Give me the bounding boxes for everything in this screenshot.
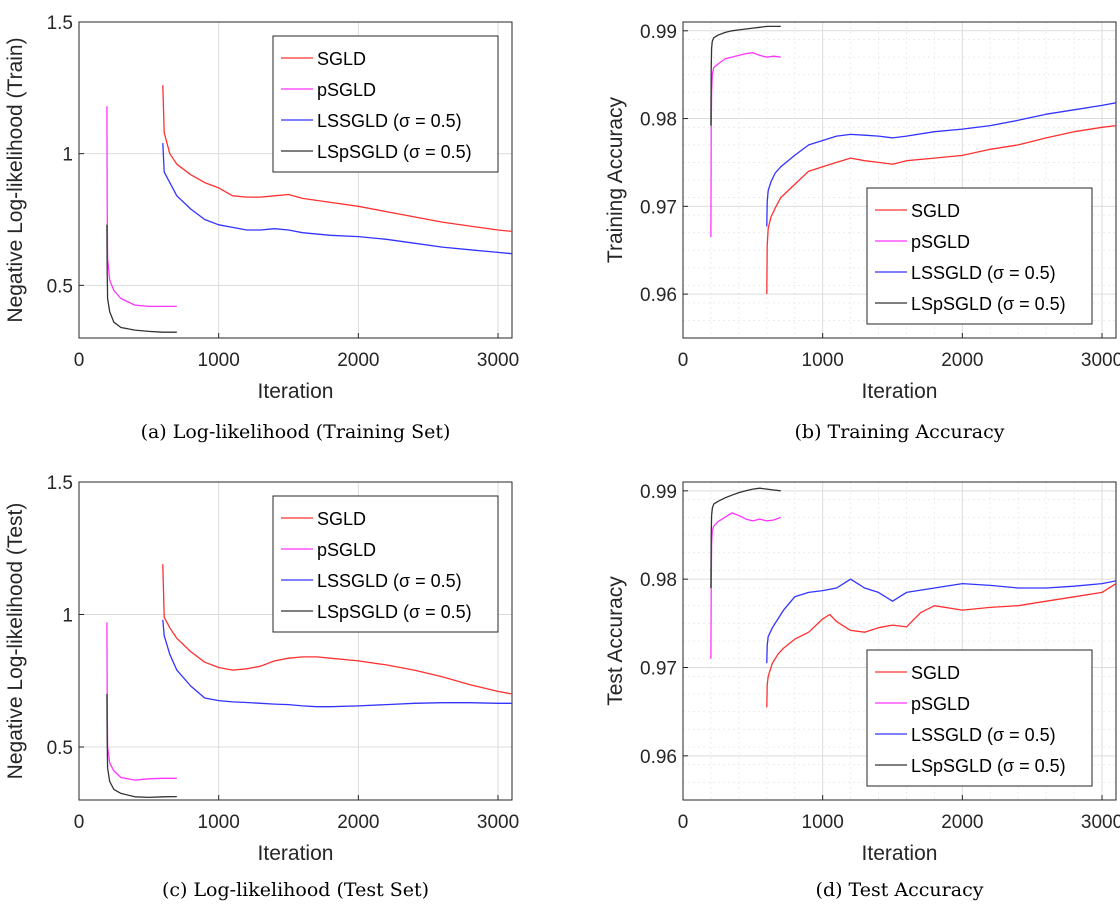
- x-tick-label: 3000: [477, 350, 519, 371]
- legend: SGLD pSGLD LSSGLD (σ = 0.5) LSpSGLD (σ = 0.…: [272, 495, 499, 633]
- caption: (a) Log-likelihood (Training Set): [141, 421, 451, 443]
- series-lines: [710, 25, 1116, 295]
- x-tick-label: 2000: [941, 812, 983, 833]
- caption: (b) Training Accuracy: [795, 421, 1005, 443]
- x-axis-label: Iteration: [862, 380, 938, 403]
- legend-label-psgld: pSGLD: [911, 232, 970, 252]
- y-axis-label: Test Accuracy: [604, 576, 627, 706]
- axes-frame: [682, 481, 1117, 801]
- legend-box: [866, 649, 1093, 787]
- tick-labels: 0 1000 2000 3000 0.5 1 1.5: [47, 13, 520, 371]
- x-tick-label: 1000: [802, 350, 844, 371]
- y-axis-label: Negative Log-likelihood (Test): [4, 503, 27, 780]
- y-tick-label: 0.97: [640, 659, 677, 680]
- x-tick-label: 3000: [1081, 812, 1120, 833]
- legend: SGLD pSGLD LSSGLD (σ = 0.5) LSpSGLD (σ = 0.…: [272, 35, 499, 173]
- panel-test-loglik: 0 1000 2000 3000 0.5 1 1.5 Iteration Negative …: [4, 473, 519, 901]
- axes-frame: [682, 21, 1117, 339]
- x-tick-label: 2000: [337, 812, 379, 833]
- tick-labels: 0 1000 2000 3000 0.96 0.97 0.98 0.99: [640, 22, 1120, 371]
- series-lines: [106, 85, 512, 333]
- legend: SGLD pSGLD LSSGLD (σ = 0.5) LSpSGLD (σ = 0.…: [866, 187, 1093, 325]
- x-tick-label: 3000: [1081, 350, 1120, 371]
- series-line-sgld: [162, 85, 512, 233]
- y-tick-label: 0.96: [640, 747, 677, 768]
- x-axis-label: Iteration: [258, 842, 334, 865]
- y-tick-label: 0.99: [640, 482, 677, 503]
- series-line-lssgld: [766, 578, 1116, 664]
- series-line-psgld: [710, 512, 782, 659]
- y-tick-label: 0.97: [640, 197, 677, 218]
- series-line-lspsgld: [710, 487, 781, 589]
- legend-label-lssgld: LSSGLD (σ = 0.5): [911, 263, 1056, 283]
- legend-label-lspsgld: LSpSGLD (σ = 0.5): [317, 142, 472, 162]
- legend-label-lspsgld: LSpSGLD (σ = 0.5): [911, 756, 1066, 776]
- series-line-lssgld: [766, 102, 1116, 227]
- x-tick-label: 3000: [477, 812, 519, 833]
- caption: (c) Log-likelihood (Test Set): [162, 879, 429, 901]
- legend-box: [272, 35, 499, 173]
- series-line-lspsgld: [106, 693, 177, 799]
- y-tick-label: 0.98: [640, 110, 677, 131]
- x-tick-label: 0: [678, 350, 689, 371]
- legend-label-lspsgld: LSpSGLD (σ = 0.5): [317, 602, 472, 622]
- y-tick-label: 1: [62, 606, 73, 627]
- series-line-sgld: [766, 124, 1116, 295]
- series-line-lspsgld: [106, 224, 177, 333]
- legend-box: [866, 187, 1093, 325]
- series-lines: [710, 487, 1116, 708]
- legend-label-psgld: pSGLD: [911, 694, 970, 714]
- y-tick-label: 0.5: [47, 276, 73, 297]
- legend-box: [272, 495, 499, 633]
- caption: (d) Test Accuracy: [816, 879, 984, 901]
- series-line-sgld: [766, 583, 1116, 708]
- y-tick-label: 0.99: [640, 22, 677, 43]
- legend-label-psgld: pSGLD: [317, 540, 376, 560]
- legend-label-sgld: SGLD: [317, 49, 366, 69]
- y-axis-label: Training Accuracy: [604, 96, 627, 263]
- legend-label-lspsgld: LSpSGLD (σ = 0.5): [911, 294, 1066, 314]
- tick-labels: 0 1000 2000 3000 0.5 1 1.5: [47, 473, 520, 833]
- y-axis-label: Negative Log-likelihood (Train): [4, 37, 27, 322]
- y-tick-label: 0.5: [47, 738, 73, 759]
- x-tick-label: 1000: [198, 812, 240, 833]
- y-tick-label: 0.98: [640, 570, 677, 591]
- x-tick-label: 2000: [941, 350, 983, 371]
- y-tick-label: 1.5: [47, 13, 73, 34]
- series-lines: [106, 564, 512, 799]
- axes-frame: [78, 21, 513, 339]
- x-tick-label: 2000: [337, 350, 379, 371]
- legend-label-sgld: SGLD: [911, 201, 960, 221]
- panel-train-loglik: 0 1000 2000 3000 0.5 1 1.5 Iteration Negative …: [4, 13, 519, 443]
- axes-frame: [78, 481, 513, 801]
- x-axis-label: Iteration: [258, 380, 334, 403]
- x-tick-label: 0: [74, 812, 85, 833]
- y-tick-label: 1: [62, 145, 73, 166]
- legend: SGLD pSGLD LSSGLD (σ = 0.5) LSpSGLD (σ = 0.…: [866, 649, 1093, 787]
- legend-label-psgld: pSGLD: [317, 80, 376, 100]
- y-tick-label: 1.5: [47, 473, 73, 494]
- tick-labels: 0 1000 2000 3000 0.96 0.97 0.98 0.99: [640, 482, 1120, 833]
- series-line-lspsgld: [710, 25, 781, 126]
- series-line-lssgld: [162, 143, 512, 255]
- legend-label-lssgld: LSSGLD (σ = 0.5): [317, 571, 462, 591]
- x-axis-label: Iteration: [862, 842, 938, 865]
- x-tick-label: 1000: [198, 350, 240, 371]
- legend-label-sgld: SGLD: [911, 663, 960, 683]
- series-line-lssgld: [162, 619, 512, 708]
- legend-label-lssgld: LSSGLD (σ = 0.5): [911, 725, 1056, 745]
- series-line-sgld: [162, 564, 512, 695]
- y-tick-label: 0.96: [640, 285, 677, 306]
- x-tick-label: 0: [678, 812, 689, 833]
- legend-label-lssgld: LSSGLD (σ = 0.5): [317, 111, 462, 131]
- x-tick-label: 0: [74, 350, 85, 371]
- x-tick-label: 1000: [802, 812, 844, 833]
- legend-label-sgld: SGLD: [317, 509, 366, 529]
- series-line-psgld: [710, 52, 781, 238]
